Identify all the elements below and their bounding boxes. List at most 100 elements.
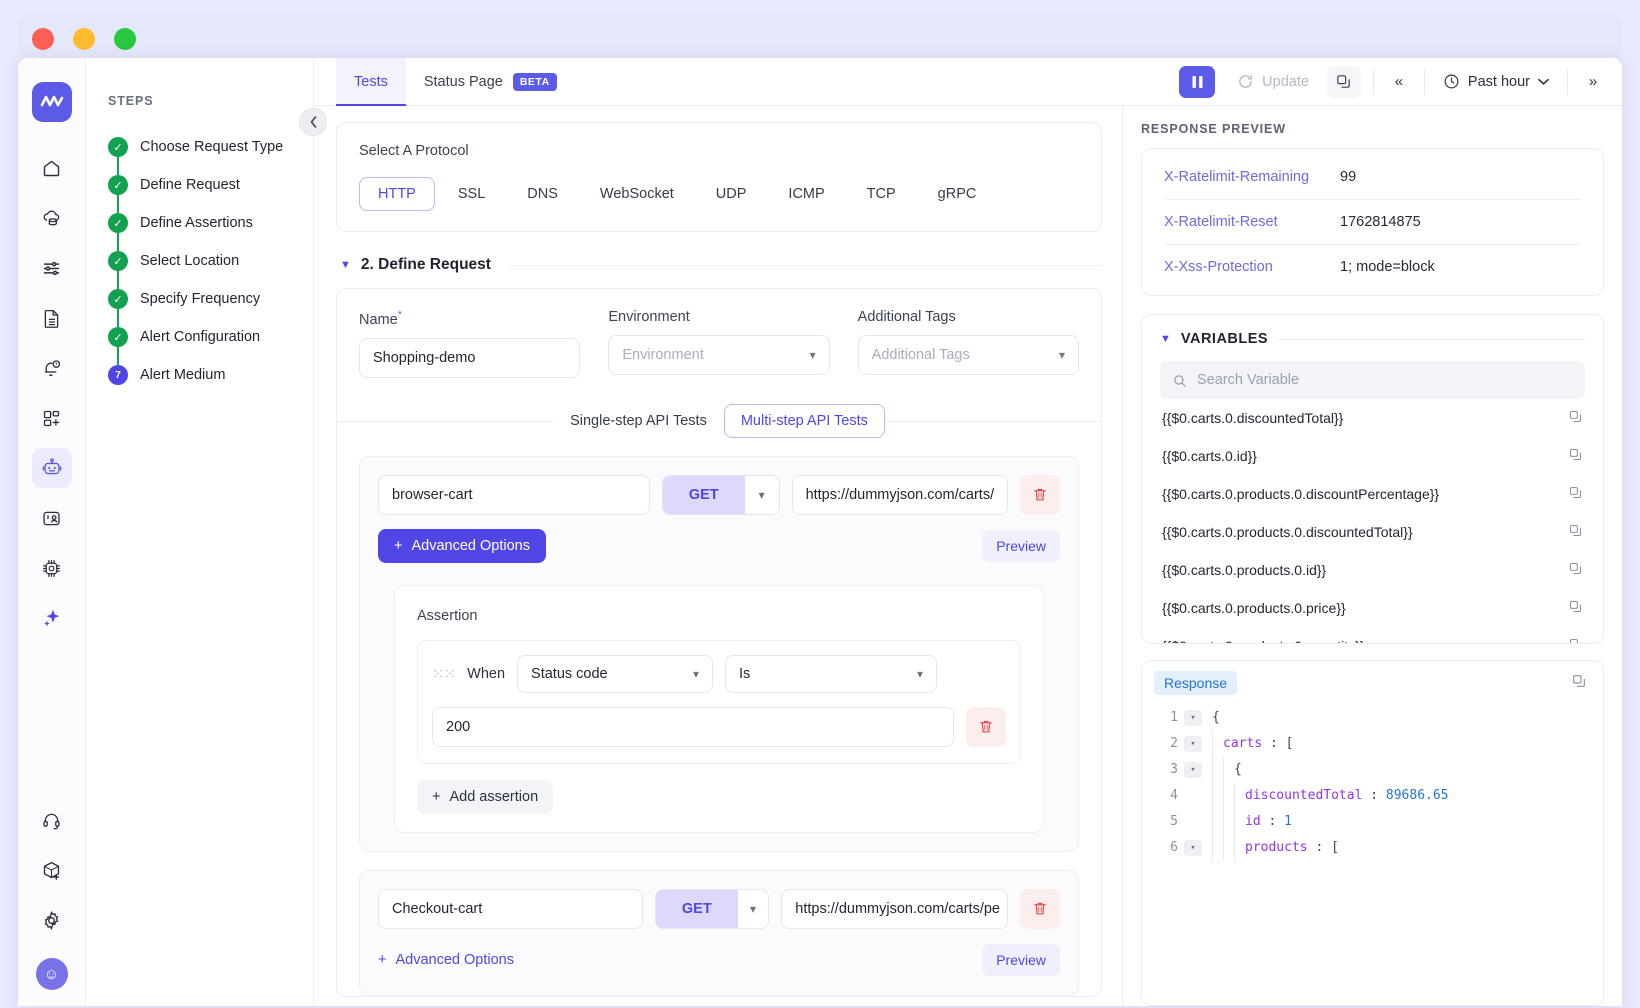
copy-icon[interactable] <box>1568 637 1583 643</box>
sidebar-step-specify-frequency[interactable]: ✓ Specify Frequency <box>108 280 313 327</box>
variable-row[interactable]: {{$0.carts.0.products.0.quantity}} <box>1160 627 1585 643</box>
assertion-condition-row: ⁙⁙ When Status code ▾ Is ▾ <box>432 654 1006 693</box>
tab-tests[interactable]: Tests <box>336 58 406 106</box>
dashboard-add-icon[interactable] <box>32 398 72 438</box>
chevron-down-icon[interactable]: ▼ <box>1160 333 1171 345</box>
copy-icon[interactable] <box>1568 485 1583 503</box>
headset-support-icon[interactable] <box>32 800 72 840</box>
advanced-options-button[interactable]: + Advanced Options <box>378 528 546 563</box>
variables-header[interactable]: ▼ VARIABLES <box>1160 331 1585 347</box>
alerts-bell-icon[interactable] <box>32 348 72 388</box>
collapse-sidebar-button[interactable] <box>299 108 327 136</box>
refresh-icon <box>1239 75 1253 88</box>
protocol-tab-dns[interactable]: DNS <box>527 186 558 202</box>
assertion-operator-select[interactable]: Is ▾ <box>725 654 938 693</box>
variable-search-box[interactable]: Search Variable <box>1160 361 1585 399</box>
window-controls[interactable] <box>32 28 136 50</box>
protocol-tab-websocket[interactable]: WebSocket <box>599 186 674 202</box>
copy-icon[interactable] <box>1571 673 1591 694</box>
logs-icon[interactable] <box>32 248 72 288</box>
variable-row[interactable]: {{$0.carts.0.products.0.discountedTotal}… <box>1160 513 1585 551</box>
sidebar-step-alert-medium[interactable]: 7 Alert Medium <box>108 356 313 394</box>
variable-row[interactable]: {{$0.carts.0.discountedTotal}} <box>1160 399 1585 437</box>
avatar[interactable]: ☺ <box>35 958 68 990</box>
url-input[interactable]: https://dummyjson.com/carts/pe <box>781 888 1008 929</box>
next-range-button[interactable]: » <box>1588 73 1598 90</box>
variable-row[interactable]: {{$0.carts.0.products.0.discountPercenta… <box>1160 475 1585 513</box>
protocol-tab-icmp[interactable]: ICMP <box>788 186 825 202</box>
add-assertion-button[interactable]: + Add assertion <box>417 779 554 814</box>
http-method-selector[interactable]: GET ▾ <box>654 888 770 929</box>
chip-icon[interactable] <box>32 548 72 588</box>
preview-button[interactable]: Preview <box>982 943 1060 976</box>
chevron-down-icon[interactable]: ▾ <box>758 487 765 502</box>
step-connector <box>117 309 119 327</box>
package-add-icon[interactable] <box>32 850 72 890</box>
chevron-down-icon[interactable]: ▾ <box>749 901 756 916</box>
delete-assertion-button[interactable] <box>966 706 1006 747</box>
delete-step-button[interactable] <box>1020 888 1060 929</box>
fold-toggle-icon[interactable]: ▾ <box>1184 710 1202 726</box>
protocol-tab-http[interactable]: HTTP <box>359 177 435 211</box>
variable-row[interactable]: {{$0.carts.0.products.0.id}} <box>1160 551 1585 589</box>
sparkle-ai-icon[interactable] <box>32 598 72 638</box>
copy-icon[interactable] <box>1568 409 1583 427</box>
assertion-field-select[interactable]: Status code ▾ <box>517 654 714 693</box>
sidebar-step-alert-configuration[interactable]: ✓ Alert Configuration <box>108 318 313 365</box>
time-range-selector[interactable]: Past hour <box>1437 68 1555 95</box>
tags-select[interactable]: Additional Tags ▾ <box>857 335 1079 375</box>
name-input[interactable]: Shopping-demo <box>359 337 581 378</box>
url-input[interactable]: https://dummyjson.com/carts/ <box>791 474 1008 515</box>
cloud-data-icon[interactable] <box>32 198 72 238</box>
tab-single-step-api-tests[interactable]: Single-step API Tests <box>553 403 724 438</box>
copy-icon[interactable] <box>1568 561 1583 579</box>
maximize-window-button[interactable] <box>114 28 136 50</box>
variable-row[interactable]: {{$0.carts.0.id}} <box>1160 437 1585 475</box>
prev-range-button[interactable]: « <box>1394 73 1404 90</box>
fold-toggle-icon[interactable]: ▾ <box>1184 762 1202 778</box>
http-method-selector[interactable]: GET ▾ <box>661 474 780 515</box>
fold-toggle-icon[interactable]: ▾ <box>1184 840 1202 856</box>
protocol-tab-ssl[interactable]: SSL <box>457 186 486 202</box>
copy-icon[interactable] <box>1568 599 1583 617</box>
line-number: 5 <box>1170 814 1178 829</box>
protocol-tab-grpc[interactable]: gRPC <box>937 186 977 202</box>
drag-handle-icon[interactable]: ⁙⁙ <box>432 665 456 683</box>
sidebar-step-choose-request-type[interactable]: ✓ Choose Request Type <box>108 128 313 175</box>
copy-icon[interactable] <box>1568 523 1583 541</box>
variable-row[interactable]: {{$0.carts.0.products.0.price}} <box>1160 589 1585 627</box>
request-step-checkout-cart: Checkout-cart GET ▾ https://dummyjson.co… <box>359 869 1079 996</box>
step-name-input[interactable]: browser-cart <box>378 474 650 515</box>
preview-button[interactable]: Preview <box>982 529 1060 562</box>
protocol-tab-udp[interactable]: UDP <box>715 186 747 202</box>
step-name-input[interactable]: Checkout-cart <box>378 888 643 929</box>
add-assertion-label: Add assertion <box>449 788 539 805</box>
tab-response[interactable]: Response <box>1154 671 1238 695</box>
sidebar-step-define-assertions[interactable]: ✓ Define Assertions <box>108 204 313 251</box>
settings-gear-icon[interactable] <box>32 900 72 940</box>
copy-icon[interactable] <box>1568 447 1583 465</box>
update-button[interactable]: Update <box>1227 67 1319 96</box>
define-request-header[interactable]: ▼ 2. Define Request <box>340 256 1102 274</box>
sidebar-step-select-location[interactable]: ✓ Select Location <box>108 242 313 289</box>
tab-multi-step-api-tests[interactable]: Multi-step API Tests <box>723 403 885 438</box>
app-logo[interactable] <box>31 82 72 122</box>
fold-toggle-icon[interactable]: ▾ <box>1184 736 1202 752</box>
tab-status-page[interactable]: Status Page BETA <box>406 58 575 105</box>
environment-select[interactable]: Environment ▾ <box>608 335 830 375</box>
pause-button[interactable] <box>1179 65 1216 98</box>
robot-icon[interactable] <box>31 448 72 488</box>
close-window-button[interactable] <box>32 28 54 50</box>
duplicate-button[interactable] <box>1326 65 1361 98</box>
step-check-icon: ✓ <box>108 175 128 195</box>
assertion-value-input[interactable]: 200 <box>432 706 954 747</box>
home-icon[interactable] <box>32 148 72 188</box>
document-icon[interactable] <box>32 298 72 338</box>
user-card-icon[interactable] <box>32 498 72 538</box>
protocol-tab-tcp[interactable]: TCP <box>866 186 896 202</box>
sidebar-step-define-request[interactable]: ✓ Define Request <box>108 166 313 213</box>
advanced-options-link[interactable]: + Advanced Options <box>378 943 514 977</box>
delete-step-button[interactable] <box>1020 474 1060 515</box>
chevron-down-icon[interactable]: ▼ <box>340 259 351 271</box>
minimize-window-button[interactable] <box>73 28 95 50</box>
